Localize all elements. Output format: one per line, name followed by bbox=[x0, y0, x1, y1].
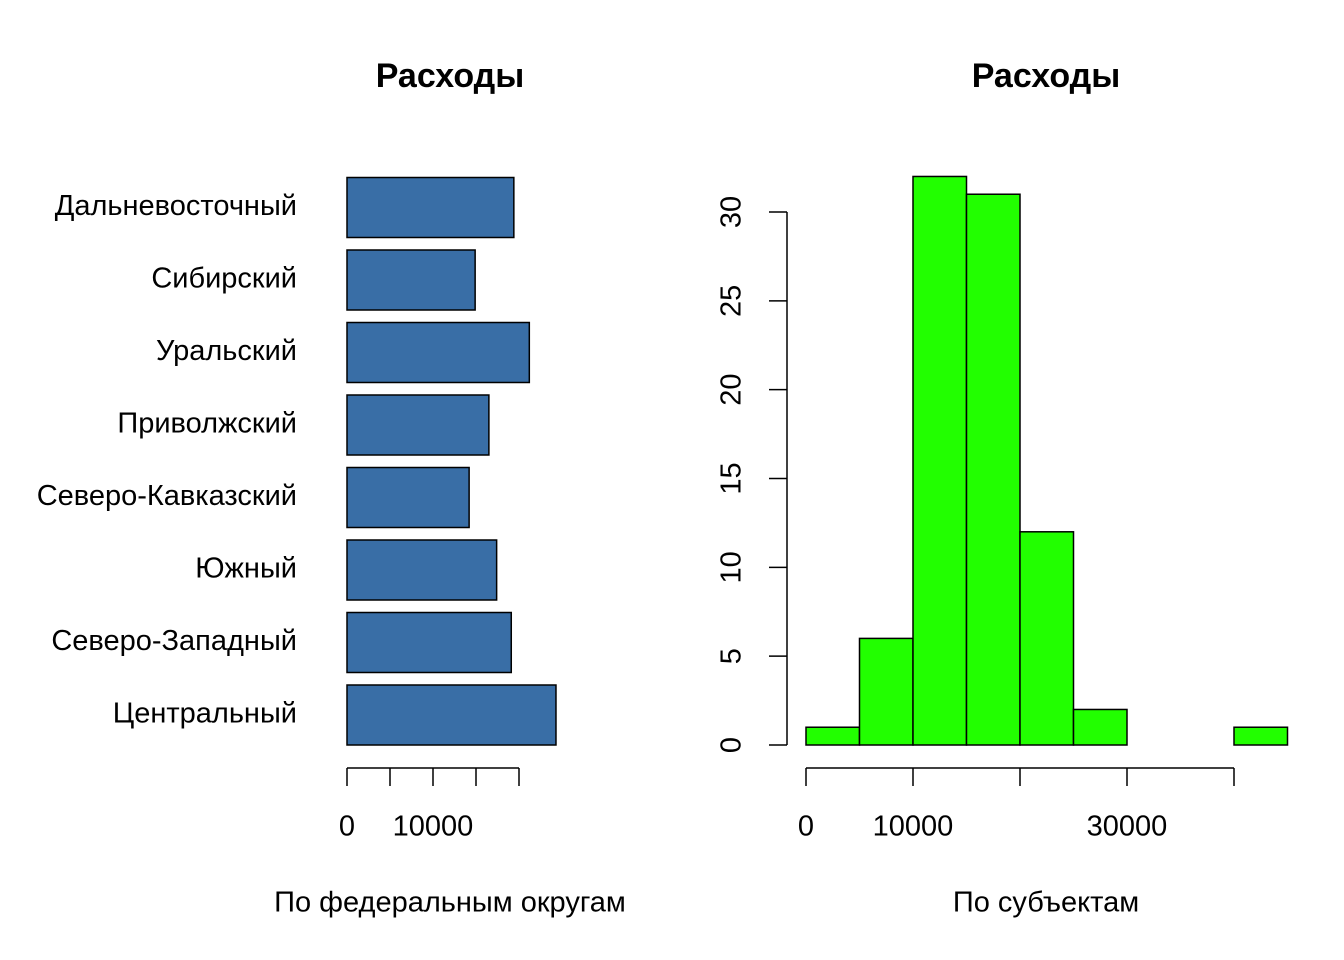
histogram-bar bbox=[1072, 708, 1128, 746]
histogram-bar bbox=[1019, 531, 1075, 746]
bar bbox=[346, 176, 515, 239]
x-axis-label: По федеральным округам bbox=[274, 887, 626, 919]
y-tick-label: 5 bbox=[716, 648, 748, 664]
y-tick-label: Приволжский bbox=[117, 408, 297, 440]
bar bbox=[346, 539, 498, 601]
x-axis-label: По субъектам bbox=[953, 887, 1139, 919]
y-tick-label: Северо-Западный bbox=[51, 625, 297, 657]
histogram-bar bbox=[912, 175, 968, 746]
y-tick-label: Сибирский bbox=[151, 263, 297, 295]
y-tick-label: 30 bbox=[716, 196, 748, 228]
bar bbox=[346, 321, 531, 384]
y-tick-label: Южный bbox=[195, 553, 297, 585]
x-tick-label: 0 bbox=[339, 811, 355, 843]
y-tick-label: 0 bbox=[716, 737, 748, 753]
histogram-bar bbox=[965, 193, 1021, 746]
x-tick-label: 10000 bbox=[393, 811, 474, 843]
y-tick-label: 15 bbox=[716, 462, 748, 494]
y-tick-label: Северо-Кавказский bbox=[37, 480, 297, 512]
y-tick-label: Центральный bbox=[113, 698, 297, 730]
x-tick-label: 0 bbox=[798, 811, 814, 843]
histogram-bar bbox=[858, 637, 914, 746]
chart-title: Расходы bbox=[376, 57, 525, 95]
histogram-bar bbox=[805, 726, 861, 746]
y-tick-label: Уральский bbox=[156, 335, 297, 367]
bar bbox=[346, 394, 490, 456]
x-tick-label: 10000 bbox=[873, 811, 954, 843]
bar bbox=[346, 466, 470, 529]
y-tick-label: Дальневосточный bbox=[55, 190, 297, 222]
y-tick-label: 25 bbox=[716, 285, 748, 317]
chart-title: Расходы bbox=[972, 57, 1121, 95]
x-tick-label: 30000 bbox=[1087, 811, 1168, 843]
y-tick-label: 20 bbox=[716, 374, 748, 406]
bar bbox=[346, 249, 476, 311]
bar bbox=[346, 611, 513, 674]
y-tick-label: 10 bbox=[716, 551, 748, 583]
histogram-bar bbox=[1233, 726, 1289, 746]
bar bbox=[346, 684, 557, 746]
